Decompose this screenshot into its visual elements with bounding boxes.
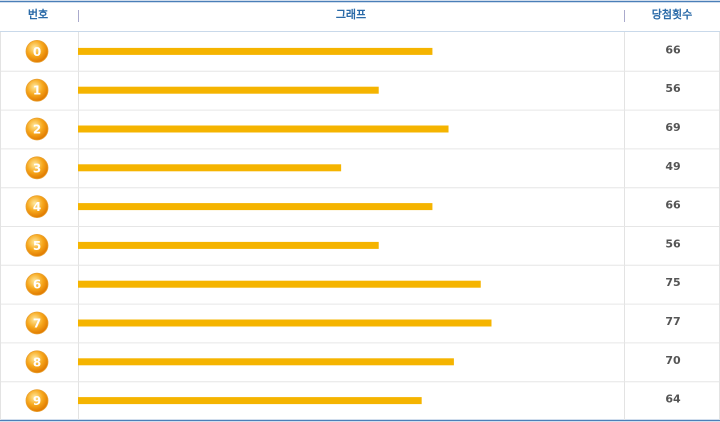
number-label: 9 — [33, 394, 41, 408]
bar — [78, 358, 454, 366]
count-label: 56 — [665, 237, 681, 250]
number-ball — [25, 156, 49, 180]
number-label: 3 — [33, 161, 41, 175]
header-graph: 그래프 — [336, 7, 366, 21]
number-label: 6 — [33, 278, 41, 292]
bar — [78, 125, 449, 133]
bar — [78, 47, 433, 55]
header-number: 번호 — [28, 7, 48, 21]
number-ball — [25, 350, 49, 374]
count-label: 66 — [665, 199, 681, 212]
bar — [78, 164, 342, 172]
number-label: 5 — [33, 239, 41, 253]
number-ball — [25, 389, 49, 413]
number-label: 2 — [33, 123, 41, 137]
number-ball — [25, 233, 49, 257]
number-label: 4 — [33, 200, 41, 214]
number-ball — [25, 78, 49, 102]
bar — [78, 241, 379, 249]
bar — [78, 280, 481, 288]
count-label: 77 — [665, 315, 680, 328]
count-label: 70 — [665, 354, 681, 367]
count-label: 75 — [665, 276, 680, 289]
bar — [78, 203, 433, 211]
number-ball — [25, 117, 49, 141]
number-label: 8 — [33, 355, 41, 369]
count-label: 56 — [665, 82, 681, 95]
count-label: 69 — [665, 121, 680, 134]
number-ball — [25, 272, 49, 296]
bar — [78, 86, 379, 94]
bar — [78, 319, 492, 327]
count-label: 66 — [665, 43, 681, 56]
header-count: 당첨횟수 — [652, 7, 692, 21]
number-label: 1 — [33, 84, 41, 98]
bar — [78, 397, 422, 405]
number-label: 0 — [33, 45, 41, 59]
number-ball — [25, 311, 49, 335]
count-label: 64 — [665, 393, 681, 406]
number-ball — [25, 40, 49, 63]
count-label: 49 — [665, 160, 680, 173]
number-ball — [25, 195, 49, 219]
number-label: 7 — [33, 317, 41, 331]
